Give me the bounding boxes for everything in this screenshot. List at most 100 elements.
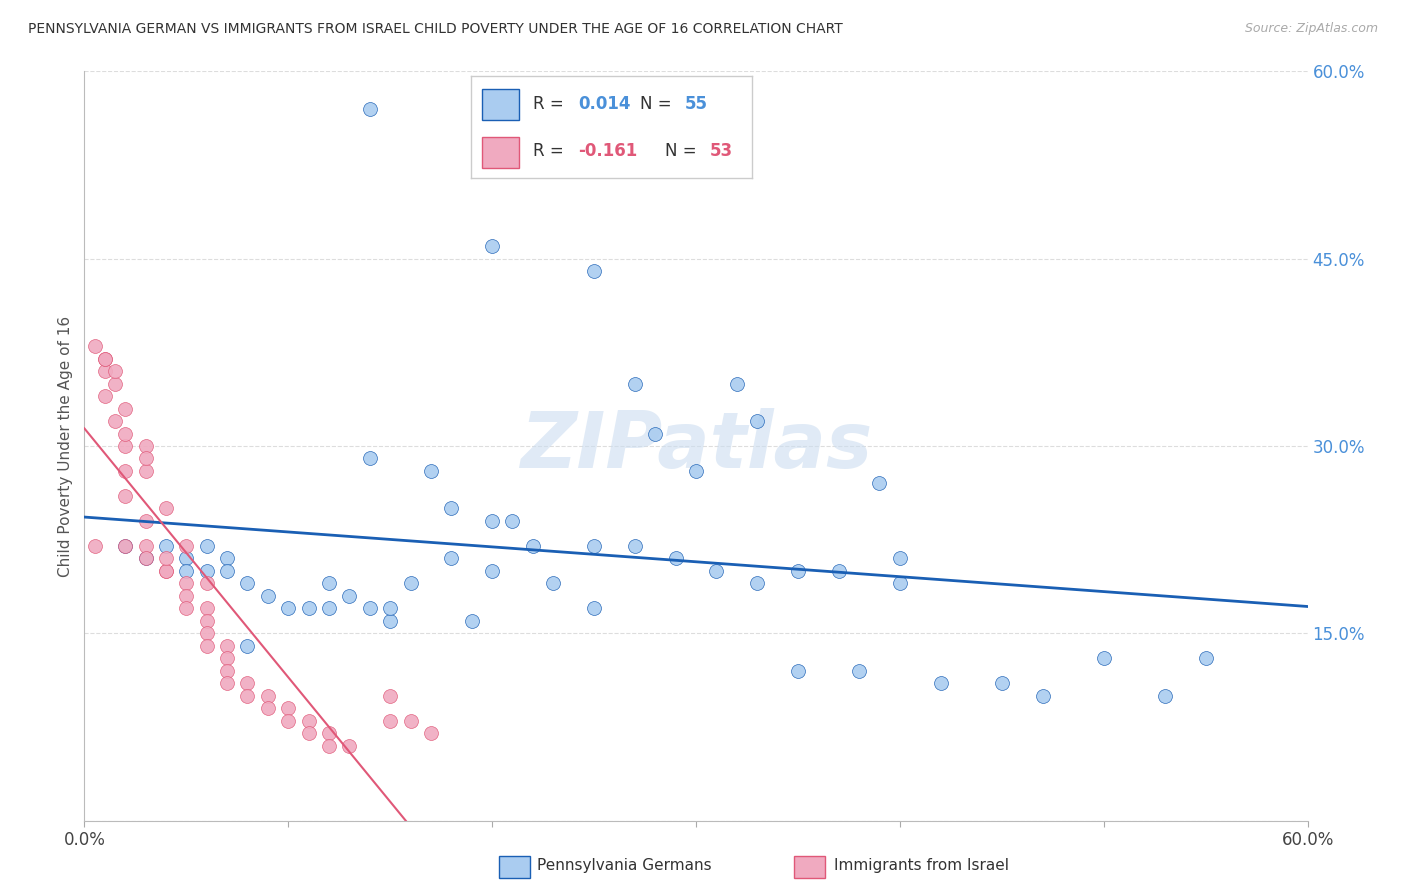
Point <box>236 676 259 690</box>
Point <box>155 501 177 516</box>
Point <box>114 539 136 553</box>
Point <box>135 551 157 566</box>
Point <box>1032 689 1054 703</box>
Text: PENNSYLVANIA GERMAN VS IMMIGRANTS FROM ISRAEL CHILD POVERTY UNDER THE AGE OF 16 : PENNSYLVANIA GERMAN VS IMMIGRANTS FROM I… <box>28 22 842 37</box>
Point <box>399 576 422 591</box>
Point <box>359 102 381 116</box>
Point <box>114 539 136 553</box>
Point <box>114 439 136 453</box>
Point <box>848 664 870 678</box>
Point <box>135 464 157 478</box>
Point <box>217 676 239 690</box>
Point <box>93 364 115 378</box>
Point <box>236 576 259 591</box>
Point <box>114 401 136 416</box>
Text: N =: N = <box>665 142 702 160</box>
Point <box>83 539 105 553</box>
Point <box>420 726 443 740</box>
Point <box>440 551 463 566</box>
Point <box>1154 689 1177 703</box>
Point <box>195 539 218 553</box>
Point <box>155 564 177 578</box>
Point <box>217 639 239 653</box>
Point <box>522 539 544 553</box>
Point <box>257 689 280 703</box>
Point <box>889 551 911 566</box>
Point <box>257 701 280 715</box>
Point <box>1195 651 1218 665</box>
Point <box>174 576 197 591</box>
Point <box>93 389 115 403</box>
Point <box>420 464 443 478</box>
Text: Pennsylvania Germans: Pennsylvania Germans <box>537 858 711 872</box>
Point <box>318 601 340 615</box>
Text: ZIPatlas: ZIPatlas <box>520 408 872 484</box>
Point <box>583 601 606 615</box>
Point <box>359 601 381 615</box>
Point <box>104 364 127 378</box>
Point <box>135 514 157 528</box>
Point <box>195 564 218 578</box>
Point <box>991 676 1014 690</box>
Point <box>725 376 748 391</box>
Point <box>217 551 239 566</box>
Point <box>318 576 340 591</box>
Point <box>104 414 127 428</box>
Point <box>929 676 952 690</box>
Point <box>787 664 810 678</box>
Point <box>747 576 769 591</box>
Point <box>155 564 177 578</box>
Text: -0.161: -0.161 <box>578 142 637 160</box>
Point <box>869 476 891 491</box>
Point <box>440 501 463 516</box>
Point <box>380 689 402 703</box>
Point <box>359 451 381 466</box>
Point <box>174 601 197 615</box>
Text: 55: 55 <box>685 95 707 112</box>
Point <box>787 564 810 578</box>
Point <box>135 451 157 466</box>
Point <box>114 464 136 478</box>
Point <box>195 576 218 591</box>
Point <box>543 576 565 591</box>
Text: Immigrants from Israel: Immigrants from Israel <box>834 858 1008 872</box>
Text: N =: N = <box>640 95 676 112</box>
Point <box>236 639 259 653</box>
FancyBboxPatch shape <box>482 89 519 120</box>
Point <box>481 514 503 528</box>
Point <box>889 576 911 591</box>
Point <box>298 601 321 615</box>
Point <box>174 539 197 553</box>
Point <box>135 439 157 453</box>
Point <box>706 564 728 578</box>
FancyBboxPatch shape <box>482 137 519 168</box>
Point <box>83 339 105 353</box>
Point <box>93 351 115 366</box>
Point <box>298 726 321 740</box>
Point <box>217 564 239 578</box>
Point <box>624 539 647 553</box>
Point <box>195 639 218 653</box>
Point <box>1092 651 1115 665</box>
Point <box>114 489 136 503</box>
Y-axis label: Child Poverty Under the Age of 16: Child Poverty Under the Age of 16 <box>58 316 73 576</box>
Text: Source: ZipAtlas.com: Source: ZipAtlas.com <box>1244 22 1378 36</box>
Text: 0.014: 0.014 <box>578 95 630 112</box>
Point <box>195 614 218 628</box>
Point <box>583 539 606 553</box>
Point <box>277 601 299 615</box>
Point <box>257 589 280 603</box>
Point <box>665 551 688 566</box>
Point <box>318 726 340 740</box>
Point <box>380 601 402 615</box>
Point <box>298 714 321 728</box>
Point <box>747 414 769 428</box>
Point <box>155 539 177 553</box>
Point <box>461 614 484 628</box>
Point <box>135 539 157 553</box>
Point <box>174 589 197 603</box>
Text: 53: 53 <box>710 142 733 160</box>
Text: R =: R = <box>533 142 569 160</box>
Point <box>339 589 361 603</box>
Point <box>399 714 422 728</box>
